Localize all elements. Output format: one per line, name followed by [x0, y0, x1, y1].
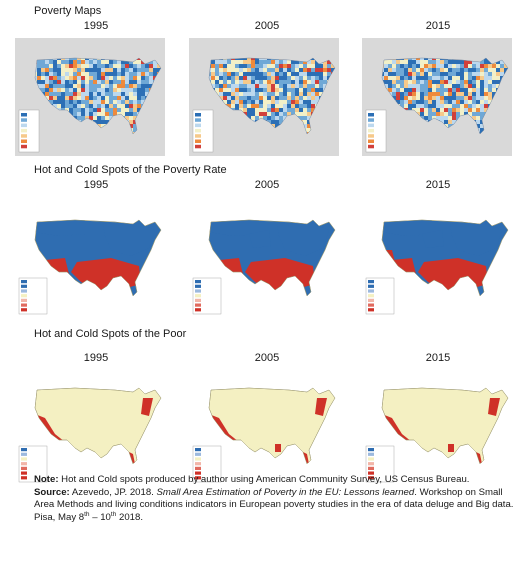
note-text: Hot and Cold spots produced by author us…: [58, 474, 470, 485]
map-legend: [18, 277, 48, 315]
year-label: 1995: [83, 179, 109, 191]
year-label: 2015: [425, 179, 451, 191]
us-shape: [208, 387, 336, 465]
map-legend: [365, 445, 395, 483]
year-label: 2015: [425, 20, 451, 32]
section-title-poverty-maps: Poverty Maps: [34, 5, 102, 17]
us-outline: [34, 57, 162, 135]
map-legend: [365, 109, 387, 153]
hotspot-rate-map-2015: [362, 200, 512, 318]
superscript: th: [110, 510, 117, 518]
year-label: 1995: [83, 352, 109, 364]
us-outline: [34, 387, 162, 465]
source-title: Small Area Estimation of Poverty in the …: [156, 486, 415, 498]
map-legend: [365, 277, 395, 315]
superscript: th: [84, 510, 90, 518]
poverty-map-1995: [15, 38, 165, 156]
us-outline: [381, 57, 509, 135]
source-label: Source:: [34, 486, 70, 498]
us-outline: [208, 387, 336, 465]
us-shape: [381, 387, 509, 465]
map-legend: [192, 277, 222, 315]
map-legend: [192, 445, 222, 483]
year-label: 2005: [254, 20, 280, 32]
source-author: Azevedo, JP. 2018.: [69, 486, 157, 498]
us-outline: [381, 219, 509, 297]
note-label: Note:: [34, 474, 59, 485]
map-legend: [18, 445, 48, 483]
hotspot-poor-map-2005: [189, 368, 339, 486]
year-label: 2015: [425, 352, 451, 364]
section-title-hot-cold-rate: Hot and Cold Spots of the Poverty Rate: [34, 164, 227, 176]
poverty-map-2005: [189, 38, 339, 156]
us-shape: [34, 387, 162, 465]
map-legend: [192, 109, 214, 153]
us-outline: [208, 57, 336, 135]
year-label: 1995: [83, 20, 109, 32]
poverty-map-2015: [362, 38, 512, 156]
hotspot-rate-map-2005: [189, 200, 339, 318]
hotspot-rate-map-1995: [15, 200, 165, 318]
hotspot-poor-map-1995: [15, 368, 165, 486]
map-legend: [18, 109, 40, 153]
year-label: 2005: [254, 352, 280, 364]
date-dash: – 10: [89, 511, 111, 523]
us-outline: [381, 387, 509, 465]
hotspot-poor-map-2015: [362, 368, 512, 486]
source-note: Note: Hot and Cold spots produced by aut…: [34, 474, 524, 524]
source-end: 2018.: [116, 511, 143, 523]
us-outline: [208, 219, 336, 297]
source-text: . Workshop on Small Area Methods and liv…: [34, 486, 514, 523]
section-title-hot-cold-poor: Hot and Cold Spots of the Poor: [34, 328, 187, 340]
year-label: 2005: [254, 179, 280, 191]
us-outline: [34, 219, 162, 297]
